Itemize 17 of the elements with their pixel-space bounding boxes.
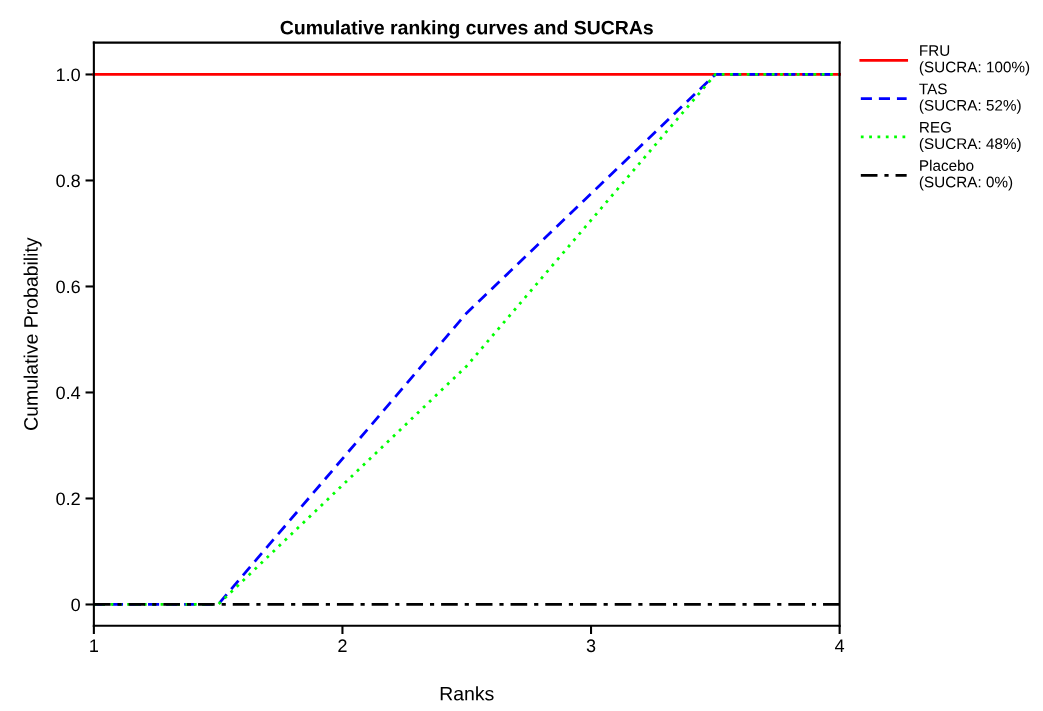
legend-label: REG (SUCRA: 48%): [919, 121, 1021, 153]
x-tick-label: 3: [586, 639, 596, 653]
y-axis-title: Cumulative Probability: [23, 237, 42, 430]
x-tick-label: 2: [338, 639, 347, 652]
y-tick-label: 0.8: [56, 174, 80, 188]
y-tick-label: 0.4: [56, 386, 81, 400]
y-tick-label: 1.0: [56, 68, 80, 82]
legend-label: Placebo (SUCRA: 0%): [919, 159, 1013, 191]
chart-title: Cumulative ranking curves and SUCRAs: [280, 20, 653, 39]
x-tick-label: 1: [90, 639, 99, 652]
x-tick-label: 4: [835, 639, 845, 652]
y-tick-label: 0: [71, 598, 80, 612]
y-tick-label: 0.6: [56, 280, 80, 294]
legend-label: TAS (SUCRA: 52%): [919, 83, 1021, 114]
x-axis-title: Ranks: [440, 686, 494, 701]
y-tick-label: 0.2: [56, 492, 80, 506]
legend-label: FRU (SUCRA: 100%): [919, 45, 1030, 76]
